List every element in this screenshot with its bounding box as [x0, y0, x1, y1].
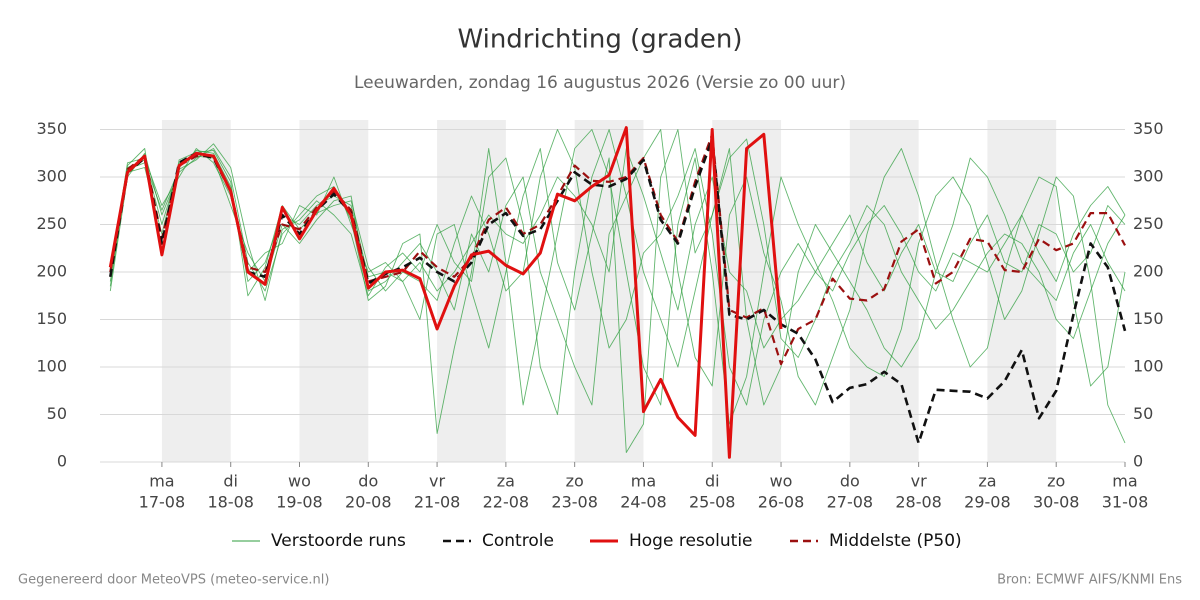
- x-tick-label: 21-08: [414, 493, 461, 512]
- day-band: [299, 120, 369, 462]
- x-tick-label: ma: [149, 472, 174, 491]
- x-tick-label: 26-08: [758, 493, 805, 512]
- y-tick-label: 200: [36, 262, 67, 281]
- footer-left: Gegenereerd door MeteoVPS (meteo-service…: [18, 573, 329, 588]
- member-line: [109, 129, 1126, 415]
- legend-label: Verstoorde runs: [271, 531, 406, 551]
- y2-tick-label: 100: [1133, 357, 1164, 376]
- x-tick-label: 22-08: [483, 493, 530, 512]
- x-tick-label: 27-08: [827, 493, 874, 512]
- x-tick-label: wo: [770, 472, 793, 491]
- y-tick-label: 250: [36, 214, 67, 233]
- x-tick-label: za: [978, 472, 996, 491]
- y-tick-label: 150: [36, 309, 67, 328]
- x-tick-label: 19-08: [276, 493, 323, 512]
- x-tick-label: do: [840, 472, 860, 491]
- x-tick-label: wo: [288, 472, 311, 491]
- x-tick-label: di: [705, 472, 720, 491]
- x-tick-label: vr: [429, 472, 445, 491]
- y-tick-label: 350: [36, 119, 67, 138]
- x-tick-label: 17-08: [139, 493, 186, 512]
- y2-tick-label: 250: [1133, 214, 1164, 233]
- x-tick-label: 25-08: [689, 493, 736, 512]
- x-tick-label: 28-08: [895, 493, 942, 512]
- x-tick-label: zo: [1047, 472, 1065, 491]
- y2-tick-label: 0: [1133, 452, 1143, 471]
- x-tick-label: 24-08: [620, 493, 667, 512]
- x-tick-label: zo: [566, 472, 584, 491]
- x-tick-label: do: [358, 472, 378, 491]
- legend-label: Controle: [482, 531, 554, 551]
- x-tick-label: 23-08: [551, 493, 598, 512]
- x-tick-label: 30-08: [1033, 493, 1080, 512]
- y2-tick-label: 200: [1133, 262, 1164, 281]
- x-tick-label: za: [497, 472, 515, 491]
- x-tick-label: 18-08: [207, 493, 254, 512]
- y2-tick-label: 300: [1133, 167, 1164, 186]
- y2-tick-label: 350: [1133, 119, 1164, 138]
- chart-subtitle: Leeuwarden, zondag 16 augustus 2026 (Ver…: [354, 73, 846, 93]
- y-tick-label: 50: [47, 404, 67, 423]
- chart-title: Windrichting (graden): [457, 25, 742, 55]
- y2-tick-label: 150: [1133, 309, 1164, 328]
- member-line: [109, 129, 1126, 444]
- x-tick-label: vr: [911, 472, 927, 491]
- footer-right: Bron: ECMWF AIFS/KNMI Ens: [997, 573, 1182, 588]
- x-tick-label: ma: [631, 472, 656, 491]
- member-line: [109, 129, 1126, 453]
- x-tick-label: di: [223, 472, 238, 491]
- x-tick-label: 20-08: [345, 493, 392, 512]
- x-tick-label: 29-08: [964, 493, 1011, 512]
- x-tick-label: ma: [1112, 472, 1137, 491]
- series-line: [109, 133, 1126, 366]
- y2-tick-label: 50: [1133, 404, 1153, 423]
- y-tick-label: 300: [36, 167, 67, 186]
- y-tick-label: 0: [57, 452, 67, 471]
- x-tick-label: 31-08: [1102, 493, 1149, 512]
- series-line: [108, 126, 783, 459]
- legend-label: Hoge resolutie: [629, 531, 753, 551]
- legend-label: Middelste (P50): [829, 531, 962, 551]
- y-tick-label: 100: [36, 357, 67, 376]
